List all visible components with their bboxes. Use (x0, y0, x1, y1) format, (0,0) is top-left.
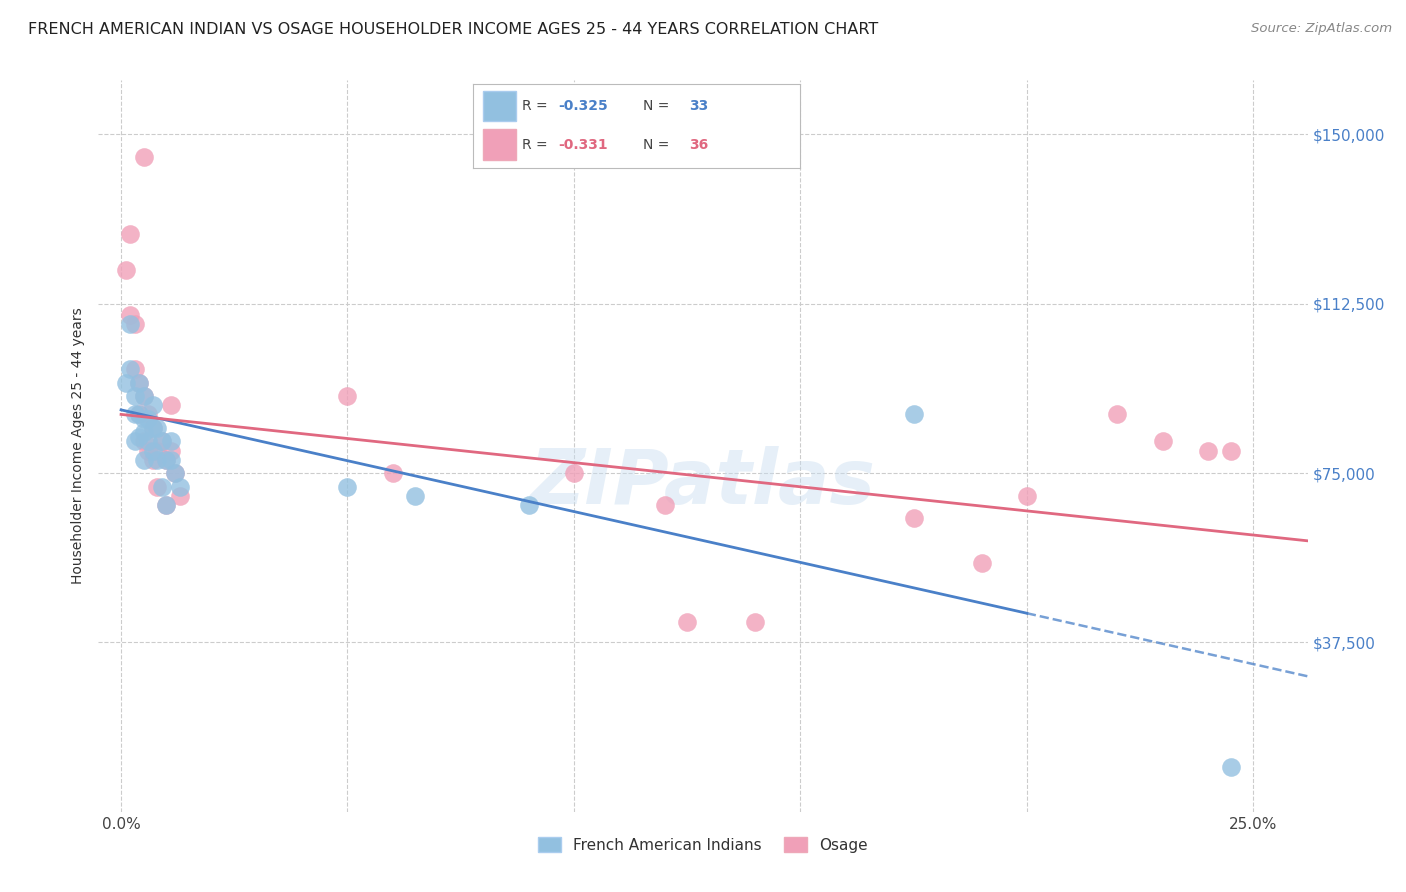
Point (136, 434, 159, 449)
Point (142, 398, 165, 412)
Point (142, 421, 165, 435)
Point (114, 376, 136, 390)
Point (165, 466, 187, 480)
Point (142, 452, 165, 467)
Point (160, 452, 183, 467)
Point (132, 412, 155, 426)
Point (160, 398, 183, 412)
Text: FRENCH AMERICAN INDIAN VS OSAGE HOUSEHOLDER INCOME AGES 25 - 44 YEARS CORRELATIO: FRENCH AMERICAN INDIAN VS OSAGE HOUSEHOL… (28, 22, 879, 37)
Point (744, 615, 766, 629)
Point (120, 317, 142, 331)
Point (654, 498, 676, 512)
Point (336, 389, 359, 403)
Text: Source: ZipAtlas.com: Source: ZipAtlas.com (1251, 22, 1392, 36)
Point (132, 389, 155, 403)
Point (114, 263, 136, 277)
Point (146, 480, 169, 494)
Point (120, 227, 142, 241)
Point (128, 376, 150, 390)
Point (1107, 408, 1129, 422)
Point (1219, 759, 1241, 773)
Point (128, 408, 150, 422)
Point (124, 389, 146, 403)
Point (132, 389, 155, 403)
Point (381, 466, 404, 480)
Point (336, 480, 359, 494)
Point (1152, 434, 1174, 449)
Point (155, 498, 177, 512)
Point (562, 466, 585, 480)
Point (132, 434, 155, 449)
Point (903, 408, 925, 422)
Point (146, 452, 169, 467)
Point (124, 317, 146, 331)
Point (142, 421, 165, 435)
Point (1197, 443, 1219, 458)
Point (136, 443, 159, 458)
Point (124, 362, 146, 376)
Point (136, 408, 159, 422)
Point (1015, 489, 1038, 503)
Point (160, 434, 183, 449)
Point (132, 425, 155, 440)
Point (169, 489, 191, 503)
Point (155, 452, 177, 467)
Point (128, 376, 150, 390)
Point (120, 308, 142, 322)
Point (124, 408, 146, 422)
Point (132, 452, 155, 467)
Point (1219, 443, 1241, 458)
Point (120, 362, 142, 376)
Point (136, 412, 159, 426)
Point (128, 430, 150, 444)
Point (132, 150, 155, 164)
Point (146, 421, 169, 435)
Text: ZIPatlas: ZIPatlas (530, 446, 876, 519)
Point (970, 557, 993, 571)
Point (676, 615, 699, 629)
Point (165, 466, 187, 480)
Point (128, 408, 150, 422)
Point (146, 443, 169, 458)
Point (155, 452, 177, 467)
Point (150, 480, 173, 494)
Point (155, 498, 177, 512)
Point (150, 434, 173, 449)
Legend: French American Indians, Osage: French American Indians, Osage (531, 831, 875, 859)
Point (142, 443, 165, 458)
Point (517, 498, 540, 512)
Point (124, 434, 146, 449)
Point (160, 443, 183, 458)
Point (404, 489, 426, 503)
Point (903, 511, 925, 525)
Point (169, 480, 191, 494)
Y-axis label: Householder Income Ages 25 - 44 years: Householder Income Ages 25 - 44 years (72, 308, 86, 584)
Point (150, 434, 173, 449)
